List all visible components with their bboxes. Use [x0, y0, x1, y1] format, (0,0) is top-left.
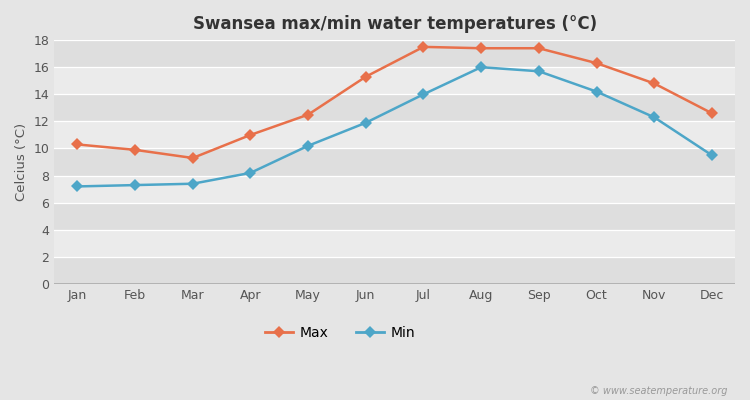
Max: [707, 111, 716, 116]
Max: [419, 44, 428, 49]
Bar: [54, 176, 735, 203]
Min: [419, 92, 428, 97]
Bar: [54, 40, 735, 67]
Bar: [54, 203, 735, 230]
Max: [246, 132, 255, 137]
Min: [477, 65, 486, 70]
Max: [130, 148, 140, 152]
Min: [707, 153, 716, 158]
Max: [650, 81, 658, 86]
Max: [73, 142, 82, 147]
Y-axis label: Celcius (°C): Celcius (°C): [15, 123, 28, 201]
Legend: Max, Min: Max, Min: [260, 320, 421, 345]
Min: [304, 143, 313, 148]
Line: Max: Max: [74, 43, 716, 162]
Min: [246, 170, 255, 175]
Max: [534, 46, 543, 51]
Bar: [54, 122, 735, 148]
Min: [592, 89, 601, 94]
Min: [534, 69, 543, 74]
Max: [362, 74, 370, 79]
Title: Swansea max/min water temperatures (°C): Swansea max/min water temperatures (°C): [193, 15, 597, 33]
Bar: [54, 230, 735, 257]
Bar: [54, 257, 735, 284]
Min: [130, 183, 140, 188]
Min: [73, 184, 82, 189]
Max: [304, 112, 313, 117]
Min: [188, 181, 197, 186]
Min: [362, 120, 370, 125]
Max: [592, 61, 601, 66]
Max: [477, 46, 486, 51]
Line: Min: Min: [74, 63, 716, 191]
Max: [188, 156, 197, 160]
Bar: [54, 67, 735, 94]
Bar: [54, 94, 735, 122]
Bar: [54, 148, 735, 176]
Min: [650, 115, 658, 120]
Text: © www.seatemperature.org: © www.seatemperature.org: [590, 386, 728, 396]
